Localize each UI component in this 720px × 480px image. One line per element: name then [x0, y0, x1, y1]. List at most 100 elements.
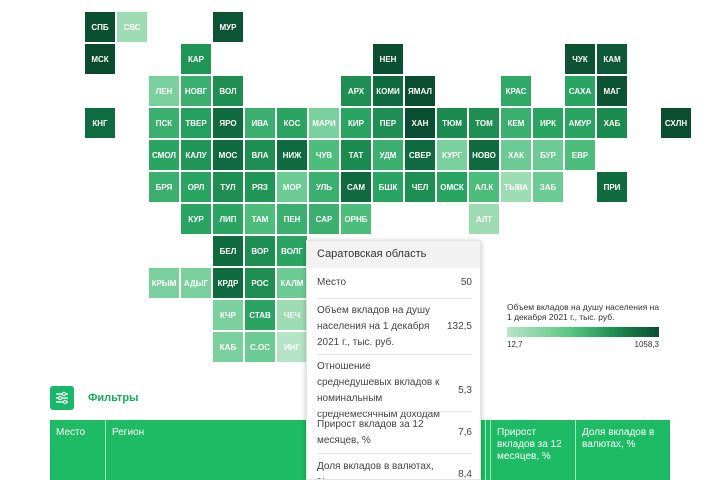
column-header-place[interactable]: Место	[56, 427, 86, 438]
sliders-icon[interactable]	[50, 386, 74, 410]
legend-max-label: 1058,3	[634, 340, 659, 349]
region-tile[interactable]: ТЫВА	[501, 172, 531, 202]
region-tile[interactable]: МОС	[213, 140, 243, 170]
region-tile[interactable]: ПЕН	[277, 204, 307, 234]
region-tile[interactable]: ПРИ	[597, 172, 627, 202]
region-tile[interactable]: КИР	[341, 108, 371, 138]
column-header-growth[interactable]: Прирост вкладов за 12 месяцев, %	[490, 420, 575, 480]
region-tile[interactable]: ВОЛ	[213, 76, 243, 106]
region-tile[interactable]: КУР	[181, 204, 211, 234]
region-tile[interactable]: ХАК	[501, 140, 531, 170]
region-tile[interactable]: КАР	[181, 44, 211, 74]
region-tile[interactable]: ВОЛГ	[277, 236, 307, 266]
filters-label[interactable]: Фильтры	[88, 392, 139, 404]
region-tile[interactable]: ИВА	[245, 108, 275, 138]
column-header-4[interactable]	[485, 420, 498, 480]
region-tile[interactable]: КРЫМ	[149, 268, 179, 298]
region-tile[interactable]: ЛЕН	[149, 76, 179, 106]
region-tile[interactable]: ВЛА	[245, 140, 275, 170]
region-tile[interactable]: КРАС	[501, 76, 531, 106]
region-tile[interactable]: ЯМАЛ	[405, 76, 435, 106]
region-tile[interactable]: САР	[308, 203, 340, 235]
region-tile[interactable]: КОМИ	[373, 76, 403, 106]
tooltip-divider	[317, 298, 472, 299]
region-tile[interactable]: КЧР	[213, 300, 243, 330]
region-tile[interactable]: ЧЕЛ	[405, 172, 435, 202]
region-tile[interactable]: КАЛМ	[277, 268, 307, 298]
region-tile[interactable]: БРЯ	[149, 172, 179, 202]
region-tile[interactable]: ПСК	[149, 108, 179, 138]
region-tile[interactable]: АДЫГ	[181, 268, 211, 298]
region-tile[interactable]: КАМ	[597, 44, 627, 74]
region-tile[interactable]: КЕМ	[501, 108, 531, 138]
region-tile[interactable]: МОР	[277, 172, 307, 202]
region-tile[interactable]: ТВЕР	[181, 108, 211, 138]
region-tile[interactable]: БУР	[533, 140, 563, 170]
region-tile-map: СПБ СВС МУР МСК КАР НЕН ЧУК КАМ ЛЕН НОВГ ВОЛ АРХ КОМ…	[85, 12, 691, 362]
region-tile[interactable]: ОРЛ	[181, 172, 211, 202]
region-tile[interactable]: СПБ	[85, 12, 115, 42]
region-tile[interactable]: НИЖ	[277, 140, 307, 170]
region-tile[interactable]: ОРНБ	[341, 204, 371, 234]
region-tile[interactable]: С.ОС	[245, 332, 275, 362]
region-tile[interactable]: КНГ	[85, 108, 115, 138]
region-tile[interactable]: ТУЛ	[213, 172, 243, 202]
tooltip-row-value: 50	[460, 277, 472, 288]
region-tile[interactable]: ВОР	[245, 236, 275, 266]
region-tile[interactable]: ЧУВ	[309, 140, 339, 170]
region-tile[interactable]: ТАМ	[245, 204, 275, 234]
region-tile[interactable]: БШК	[373, 172, 403, 202]
region-tile[interactable]: СХЛН	[661, 108, 691, 138]
region-tile[interactable]: ХАБ	[597, 108, 627, 138]
region-tile[interactable]: АМУР	[565, 108, 595, 138]
region-tile[interactable]: СТАВ	[245, 300, 275, 330]
region-tile[interactable]: АЛТ	[469, 204, 499, 234]
legend-gradient-bar	[507, 327, 659, 337]
region-tile[interactable]: САХА	[565, 76, 595, 106]
region-tile[interactable]: РЯЗ	[245, 172, 275, 202]
region-tile[interactable]: НОВГ	[181, 76, 211, 106]
region-tile[interactable]: СВЕР	[405, 140, 435, 170]
region-tile[interactable]: ЯРО	[213, 108, 243, 138]
region-tile[interactable]: ХАН	[405, 108, 435, 138]
region-tile[interactable]: САМ	[341, 172, 371, 202]
region-tile[interactable]: БЕЛ	[213, 236, 243, 266]
region-tile[interactable]: ЧЕЧ	[277, 300, 307, 330]
region-tile[interactable]: МСК	[85, 44, 115, 74]
tooltip-row: Место 50	[317, 275, 472, 291]
region-tooltip: Саратовская область Место 50 Объем вклад…	[306, 240, 481, 480]
region-tile[interactable]: ЛИП	[213, 204, 243, 234]
region-tile[interactable]: ПЕР	[373, 108, 403, 138]
region-tile[interactable]: ЗАБ	[533, 172, 563, 202]
region-tile[interactable]: ИРК	[533, 108, 563, 138]
region-tile[interactable]: РОС	[245, 268, 275, 298]
region-tile[interactable]: МУР	[213, 12, 243, 42]
region-tile[interactable]: СВС	[117, 12, 147, 42]
region-tile[interactable]: КРДР	[213, 268, 243, 298]
region-tile[interactable]: МАРИ	[309, 108, 339, 138]
column-header-region[interactable]: Регион	[105, 420, 360, 480]
region-tile[interactable]: КУРГ	[437, 140, 467, 170]
region-tile[interactable]: АРХ	[341, 76, 371, 106]
region-tile[interactable]: НОВО	[469, 140, 499, 170]
region-tile[interactable]: ТЮМ	[437, 108, 467, 138]
region-tile[interactable]: ТОМ	[469, 108, 499, 138]
region-tile[interactable]: ТАТ	[341, 140, 371, 170]
region-tile[interactable]: НЕН	[373, 44, 403, 74]
region-tile[interactable]: КАБ	[213, 332, 243, 362]
region-tile[interactable]: УДМ	[373, 140, 403, 170]
tooltip-row: Объем вкладов на душу населения на 1 дек…	[317, 303, 472, 351]
region-tile[interactable]: КОС	[277, 108, 307, 138]
tooltip-row-value: 132,5	[446, 321, 472, 332]
region-tile[interactable]: АЛ.К	[469, 172, 499, 202]
region-tile[interactable]: ЕВР	[565, 140, 595, 170]
filters-toggle[interactable]: Фильтры	[50, 386, 138, 410]
region-tile[interactable]: СМОЛ	[149, 140, 179, 170]
column-header-currency-share[interactable]: Доля вкладов в валютах, %	[575, 420, 670, 480]
region-tile[interactable]: ЧУК	[565, 44, 595, 74]
region-tile[interactable]: ОМСК	[437, 172, 467, 202]
region-tile[interactable]: ИНГ	[277, 332, 307, 362]
region-tile[interactable]: УЛЬ	[309, 172, 339, 202]
region-tile[interactable]: МАГ	[597, 76, 627, 106]
region-tile[interactable]: КАЛУ	[181, 140, 211, 170]
